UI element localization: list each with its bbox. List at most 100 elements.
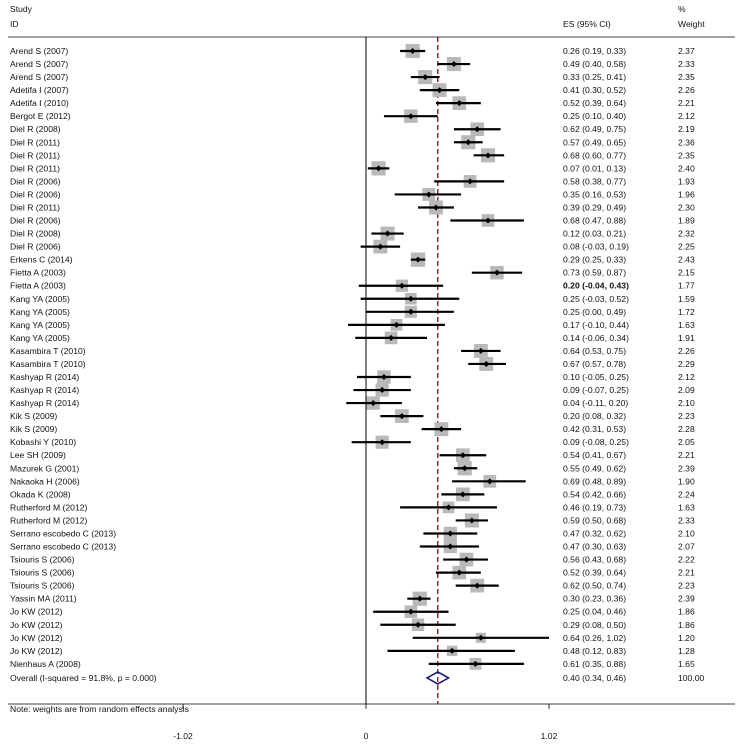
study-weight: 2.29 xyxy=(678,359,695,369)
point-estimate xyxy=(415,621,422,628)
study-weight: 2.12 xyxy=(678,111,695,121)
study-ci: 0.52 (0.39, 0.64) xyxy=(563,98,626,108)
study-label: Tsiouris S (2006) xyxy=(10,568,75,578)
study-label: Mazurek G (2001) xyxy=(10,463,79,473)
point-estimate xyxy=(450,61,457,68)
study-ci: 0.47 (0.30, 0.63) xyxy=(563,542,626,552)
point-estimate xyxy=(461,465,468,472)
study-label: Diel R (2011) xyxy=(10,202,60,212)
study-row: Kang YA (2005) 0.25 (-0.03, 0.52) 1.59 xyxy=(10,292,695,305)
study-weight: 2.35 xyxy=(678,150,695,160)
x-tick-label: 1.02 xyxy=(541,731,558,741)
point-estimate xyxy=(486,478,493,485)
study-row: Mazurek G (2001) 0.55 (0.49, 0.62) 2.39 xyxy=(10,461,695,476)
study-ci: 0.68 (0.60, 0.77) xyxy=(563,150,626,160)
header-percent: % xyxy=(678,4,686,14)
study-ci: 0.04 (-0.11, 0.20) xyxy=(563,398,628,408)
study-row: Rutherford M (2012) 0.59 (0.50, 0.68) 2.33 xyxy=(10,513,695,528)
study-weight: 2.39 xyxy=(678,594,695,604)
study-row: Okada K (2008) 0.54 (0.42, 0.66) 2.24 xyxy=(10,487,695,502)
study-weight: 2.15 xyxy=(678,268,695,278)
study-ci: 0.29 (0.25, 0.33) xyxy=(563,255,626,265)
study-row: Fietta A (2003) 0.20 (-0.04, 0.43) 1.77 xyxy=(10,279,695,292)
study-label: Jo KW (2012) xyxy=(10,646,63,656)
study-row: Adetifa I (2007) 0.41 (0.30, 0.52) 2.26 xyxy=(10,83,695,98)
study-label: Bergot E (2012) xyxy=(10,111,71,121)
point-estimate xyxy=(432,204,439,211)
x-tick-label: -1.02 xyxy=(173,731,193,741)
study-row: Diel R (2006) 0.58 (0.38, 0.77) 1.93 xyxy=(10,175,695,188)
study-ci: 0.12 (0.03, 0.21) xyxy=(563,229,626,239)
study-label: Kang YA (2005) xyxy=(10,294,70,304)
study-weight: 2.10 xyxy=(678,398,695,408)
study-row: Arend S (2007) 0.49 (0.40, 0.58) 2.33 xyxy=(10,57,695,72)
study-ci: 0.58 (0.38, 0.77) xyxy=(563,176,626,186)
study-row: Diel R (2011) 0.39 (0.29, 0.49) 2.30 xyxy=(10,200,695,215)
study-label: Diel R (2006) xyxy=(10,189,61,199)
point-estimate xyxy=(416,595,423,602)
study-ci: 0.52 (0.39, 0.64) xyxy=(563,568,626,578)
study-label: Kang YA (2005) xyxy=(10,307,70,317)
point-estimate xyxy=(398,282,405,289)
study-row: Diel R (2006) 0.68 (0.47, 0.88) 1.89 xyxy=(10,214,695,227)
overall-weight: 100.00 xyxy=(678,673,705,683)
study-label: Diel R (2011) xyxy=(10,150,60,160)
study-weight: 2.21 xyxy=(678,568,695,578)
study-ci: 0.56 (0.43, 0.68) xyxy=(563,555,626,565)
study-weight: 2.21 xyxy=(678,98,695,108)
study-ci: 0.64 (0.53, 0.75) xyxy=(563,346,626,356)
study-weight: 1.65 xyxy=(678,659,695,669)
study-ci: 0.41 (0.30, 0.52) xyxy=(563,85,626,95)
point-estimate xyxy=(425,191,432,198)
overall-row: Overall (I-squared = 91.8%, p = 0.000) 0.… xyxy=(10,671,705,685)
study-label: Okada K (2008) xyxy=(10,489,71,499)
study-row: Tsiouris S (2006) 0.52 (0.39, 0.64) 2.21 xyxy=(10,565,695,580)
study-weight: 2.23 xyxy=(678,411,695,421)
study-row: Kashyap R (2014) 0.10 (-0.05, 0.25) 2.12 xyxy=(10,370,695,384)
study-label: Rutherford M (2012) xyxy=(10,515,88,525)
study-label: Arend S (2007) xyxy=(10,59,68,69)
study-row: Nienhaus A (2008) 0.61 (0.35, 0.88) 1.65 xyxy=(10,657,695,670)
study-weight: 2.25 xyxy=(678,242,695,252)
study-row: Diel R (2008) 0.12 (0.03, 0.21) 2.32 xyxy=(10,226,695,241)
study-weight: 2.32 xyxy=(678,229,695,239)
study-weight: 2.12 xyxy=(678,372,695,382)
study-weight: 2.36 xyxy=(678,137,695,147)
study-label: Diel R (2008) xyxy=(10,229,61,239)
x-tick-label: 0 xyxy=(364,731,369,741)
point-estimate xyxy=(467,178,474,185)
study-label: Jo KW (2012) xyxy=(10,620,63,630)
study-row: Arend S (2007) 0.33 (0.25, 0.41) 2.35 xyxy=(10,70,695,85)
study-row: Kang YA (2005) 0.14 (-0.06, 0.34) 1.91 xyxy=(10,331,695,345)
study-label: Jo KW (2012) xyxy=(10,633,63,643)
overall-diamond xyxy=(425,671,451,685)
point-estimate xyxy=(485,217,491,224)
study-ci: 0.20 (0.08, 0.32) xyxy=(563,411,626,421)
point-estimate xyxy=(468,517,475,524)
point-estimate xyxy=(447,530,454,537)
study-ci: 0.42 (0.31, 0.53) xyxy=(563,424,626,434)
study-weight: 2.26 xyxy=(678,346,695,356)
study-row: Kobashi Y (2010) 0.09 (-0.08, 0.25) 2.05 xyxy=(10,435,695,449)
point-estimate xyxy=(380,374,387,380)
study-label: Kik S (2009) xyxy=(10,411,57,421)
study-row: Serrano escobedo C (2013) 0.47 (0.30, 0.6… xyxy=(10,539,695,554)
header-study: Study xyxy=(10,4,33,14)
header-weight: Weight xyxy=(678,19,705,29)
study-weight: 2.40 xyxy=(678,163,695,173)
point-estimate xyxy=(375,165,382,172)
study-label: Serrano escobedo C (2013) xyxy=(10,528,116,538)
study-ci: 0.07 (0.01, 0.13) xyxy=(563,163,626,173)
study-label: Nakaoka H (2006) xyxy=(10,476,80,486)
study-row: Jo KW (2012) 0.25 (0.04, 0.46) 1.86 xyxy=(10,605,695,618)
study-weight: 1.59 xyxy=(678,294,695,304)
study-weight: 1.20 xyxy=(678,633,695,643)
point-estimate xyxy=(422,74,429,81)
study-ci: 0.29 (0.08, 0.50) xyxy=(563,620,626,630)
study-label: Lee SH (2009) xyxy=(10,450,66,460)
study-ci: 0.54 (0.41, 0.67) xyxy=(563,450,626,460)
study-ci: 0.62 (0.50, 0.74) xyxy=(563,581,626,591)
point-estimate xyxy=(393,321,400,328)
study-label: Erkens C (2014) xyxy=(10,255,73,265)
